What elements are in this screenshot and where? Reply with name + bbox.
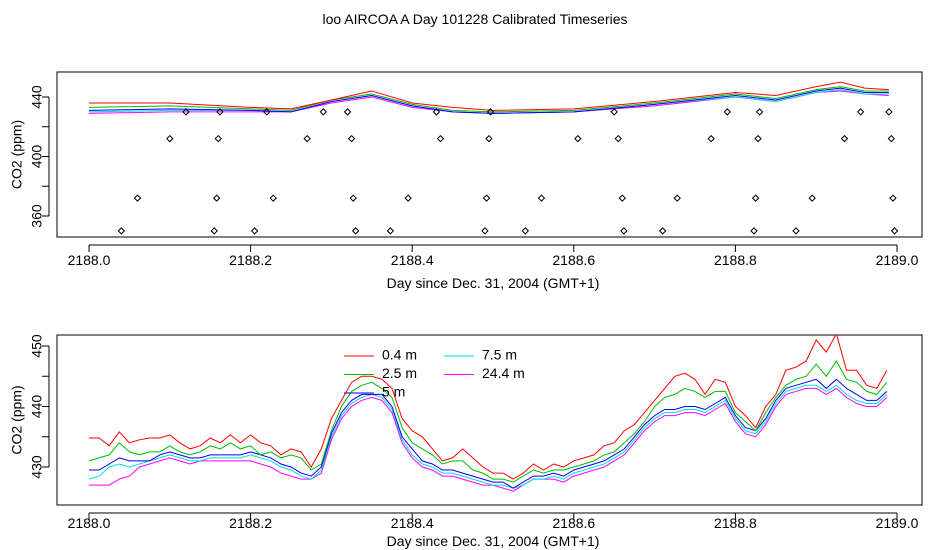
panel-2: 2188.0 2188.2 2188.4 2188.6 2188.8 2189.0 Day … bbox=[9, 334, 923, 549]
x-tick-label: 2188.6 bbox=[552, 252, 595, 268]
scatter-point bbox=[707, 134, 715, 143]
scatter-point bbox=[723, 108, 732, 116]
scatter-point bbox=[250, 227, 259, 235]
scatter-point bbox=[486, 108, 495, 116]
x-tick-label: 2188.8 bbox=[714, 515, 757, 531]
scatter-point bbox=[351, 227, 360, 235]
scatter-point bbox=[436, 134, 445, 143]
series-line-24-4-m bbox=[89, 387, 888, 492]
scatter-point bbox=[620, 227, 628, 235]
y-axis-label: CO2 (ppm) bbox=[9, 120, 25, 189]
legend: 0.4 m 2.5 m 5 m 7.5 m 24.4 m bbox=[344, 347, 525, 400]
scatter-point bbox=[885, 108, 893, 116]
panel-1: 2188.0 2188.2 2188.4 2188.6 2188.8 2189.0 Day … bbox=[9, 71, 923, 291]
scatter-point bbox=[216, 108, 224, 116]
scatter-point bbox=[117, 227, 126, 235]
x-axis-label: Day since Dec. 31, 2004 (GMT+1) bbox=[387, 533, 600, 549]
legend-label: 2.5 m bbox=[382, 365, 417, 381]
scatter-point bbox=[840, 134, 849, 143]
legend-label: 0.4 m bbox=[382, 347, 417, 363]
y-tick-label: 450 bbox=[29, 334, 45, 358]
scatter-point bbox=[521, 227, 530, 235]
scatter-point bbox=[614, 134, 622, 143]
scatter-point bbox=[386, 227, 395, 235]
scatter-point bbox=[166, 134, 174, 143]
scatter-point bbox=[133, 194, 142, 202]
scatter-point bbox=[481, 227, 489, 235]
scatter-point bbox=[537, 194, 546, 202]
x-tick-label: 2189.0 bbox=[876, 515, 919, 531]
series-group bbox=[88, 81, 889, 114]
scatter-point bbox=[610, 108, 618, 116]
scatter-point bbox=[658, 227, 667, 235]
page-title: loo AIRCOA A Day 101228 Calibrated Times… bbox=[322, 11, 628, 27]
scatter-point bbox=[404, 194, 412, 202]
scatter-point bbox=[349, 194, 357, 202]
series-line-0-4-m bbox=[89, 335, 888, 480]
series-line-0-4-m bbox=[89, 81, 889, 111]
x-tick-label: 2188.2 bbox=[229, 252, 272, 268]
legend-label: 5 m bbox=[382, 384, 405, 400]
y-tick-label: 430 bbox=[29, 455, 45, 479]
scatter-point bbox=[212, 194, 221, 202]
scatter-point bbox=[432, 108, 441, 116]
x-tick-label: 2188.0 bbox=[68, 252, 111, 268]
x-tick-label: 2188.4 bbox=[391, 515, 434, 531]
x-tick-label: 2188.4 bbox=[391, 252, 434, 268]
scatter-point bbox=[755, 108, 764, 116]
x-tick-label: 2188.6 bbox=[552, 515, 595, 531]
x-axis-label: Day since Dec. 31, 2004 (GMT+1) bbox=[387, 275, 600, 291]
y-tick-label: 400 bbox=[29, 145, 45, 169]
scatter-point bbox=[182, 108, 190, 116]
legend-label: 24.4 m bbox=[482, 365, 525, 381]
legend-label: 7.5 m bbox=[482, 347, 517, 363]
y-tick-label: 360 bbox=[29, 204, 45, 228]
series-line-2-5-m bbox=[88, 360, 888, 483]
x-tick-label: 2188.0 bbox=[68, 515, 111, 531]
scatter-point bbox=[210, 227, 218, 235]
scatter-point bbox=[751, 194, 760, 202]
scatter-point bbox=[347, 134, 356, 143]
scatter-point bbox=[343, 108, 352, 116]
y-axis-label: CO2 (ppm) bbox=[9, 385, 25, 454]
series-line-5-m bbox=[89, 378, 888, 489]
scatter-point bbox=[792, 227, 800, 235]
series-group bbox=[88, 335, 888, 492]
scatter-point bbox=[482, 194, 491, 202]
scatter-point bbox=[269, 194, 277, 202]
scatter-point bbox=[890, 227, 899, 235]
x-tick-label: 2188.2 bbox=[229, 515, 272, 531]
scatter-point bbox=[319, 108, 328, 116]
y-tick-label: 440 bbox=[29, 85, 45, 109]
scatter-point bbox=[263, 108, 271, 116]
series-line-5-m bbox=[88, 87, 889, 114]
scatter-point bbox=[889, 194, 897, 202]
scatter-point bbox=[574, 134, 582, 143]
y-tick-label: 440 bbox=[29, 395, 45, 419]
scatter-point bbox=[214, 134, 222, 143]
scatter-point bbox=[673, 194, 681, 202]
x-tick-label: 2189.0 bbox=[876, 252, 919, 268]
scatter-point bbox=[856, 108, 865, 116]
scatter-point bbox=[808, 194, 816, 202]
scatter-point bbox=[887, 134, 896, 143]
scatter-point bbox=[754, 134, 762, 143]
x-tick-label: 2188.8 bbox=[714, 252, 757, 268]
scatter-point bbox=[303, 134, 311, 143]
scatter-point bbox=[618, 194, 626, 202]
scatter-point bbox=[485, 134, 493, 143]
scatter-point bbox=[750, 227, 758, 235]
plot-frame bbox=[56, 334, 923, 506]
plot-frame bbox=[56, 71, 923, 238]
series-line-7-5-m bbox=[88, 384, 888, 489]
